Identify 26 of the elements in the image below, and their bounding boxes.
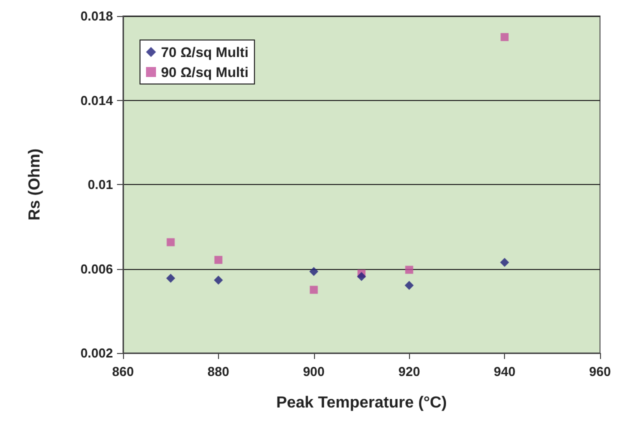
y-tick-label: 0.014: [80, 92, 114, 108]
x-tick-label: 920: [398, 364, 420, 379]
point: [357, 272, 366, 282]
point: [166, 238, 175, 246]
point: [214, 276, 223, 285]
point: [309, 266, 318, 276]
point: [405, 266, 414, 274]
point: [404, 280, 414, 290]
x-tick-label: 940: [494, 364, 516, 379]
legend-label: 70 Ω/sq Multi: [161, 44, 248, 60]
x-tick-label: 860: [112, 364, 134, 379]
x-tick-label: 900: [302, 364, 325, 379]
y-tick-label: 0.01: [88, 177, 113, 192]
point: [500, 33, 509, 42]
x-tick-label: 880: [208, 364, 230, 379]
legend-label: 90 Ω/sq Multi: [161, 64, 248, 80]
point: [500, 258, 510, 267]
y-tick-label: 0.006: [80, 261, 113, 276]
point: [214, 256, 222, 264]
point: [166, 274, 176, 283]
y-axis-title: Rs (Ohm): [26, 148, 44, 220]
point: [310, 286, 318, 294]
y-tick-label: 0.018: [80, 8, 113, 24]
x-axis-title: Peak Temperature (°C): [276, 394, 447, 412]
y-tick-label: 0.002: [80, 346, 113, 360]
x-tick-label: 960: [589, 364, 611, 379]
